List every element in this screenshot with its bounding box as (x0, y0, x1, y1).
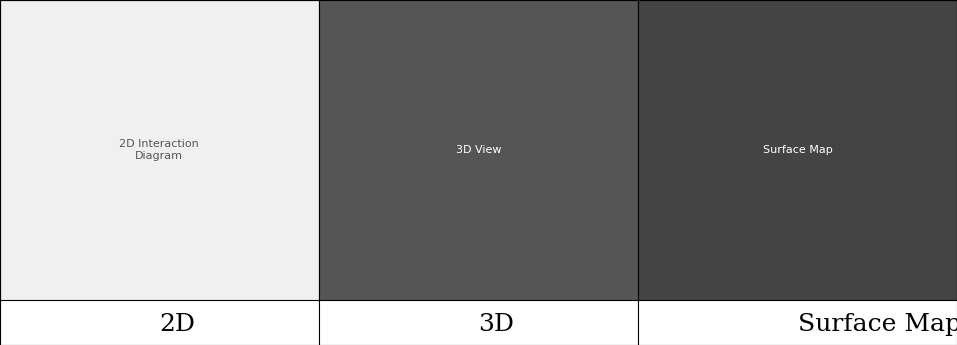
Text: Surface Map: Surface Map (798, 313, 957, 336)
Text: Surface Map: Surface Map (763, 145, 833, 155)
Text: 3D: 3D (478, 313, 515, 336)
Text: 2D: 2D (160, 313, 195, 336)
Text: 2D Interaction
Diagram: 2D Interaction Diagram (120, 139, 199, 161)
Text: 3D View: 3D View (456, 145, 501, 155)
